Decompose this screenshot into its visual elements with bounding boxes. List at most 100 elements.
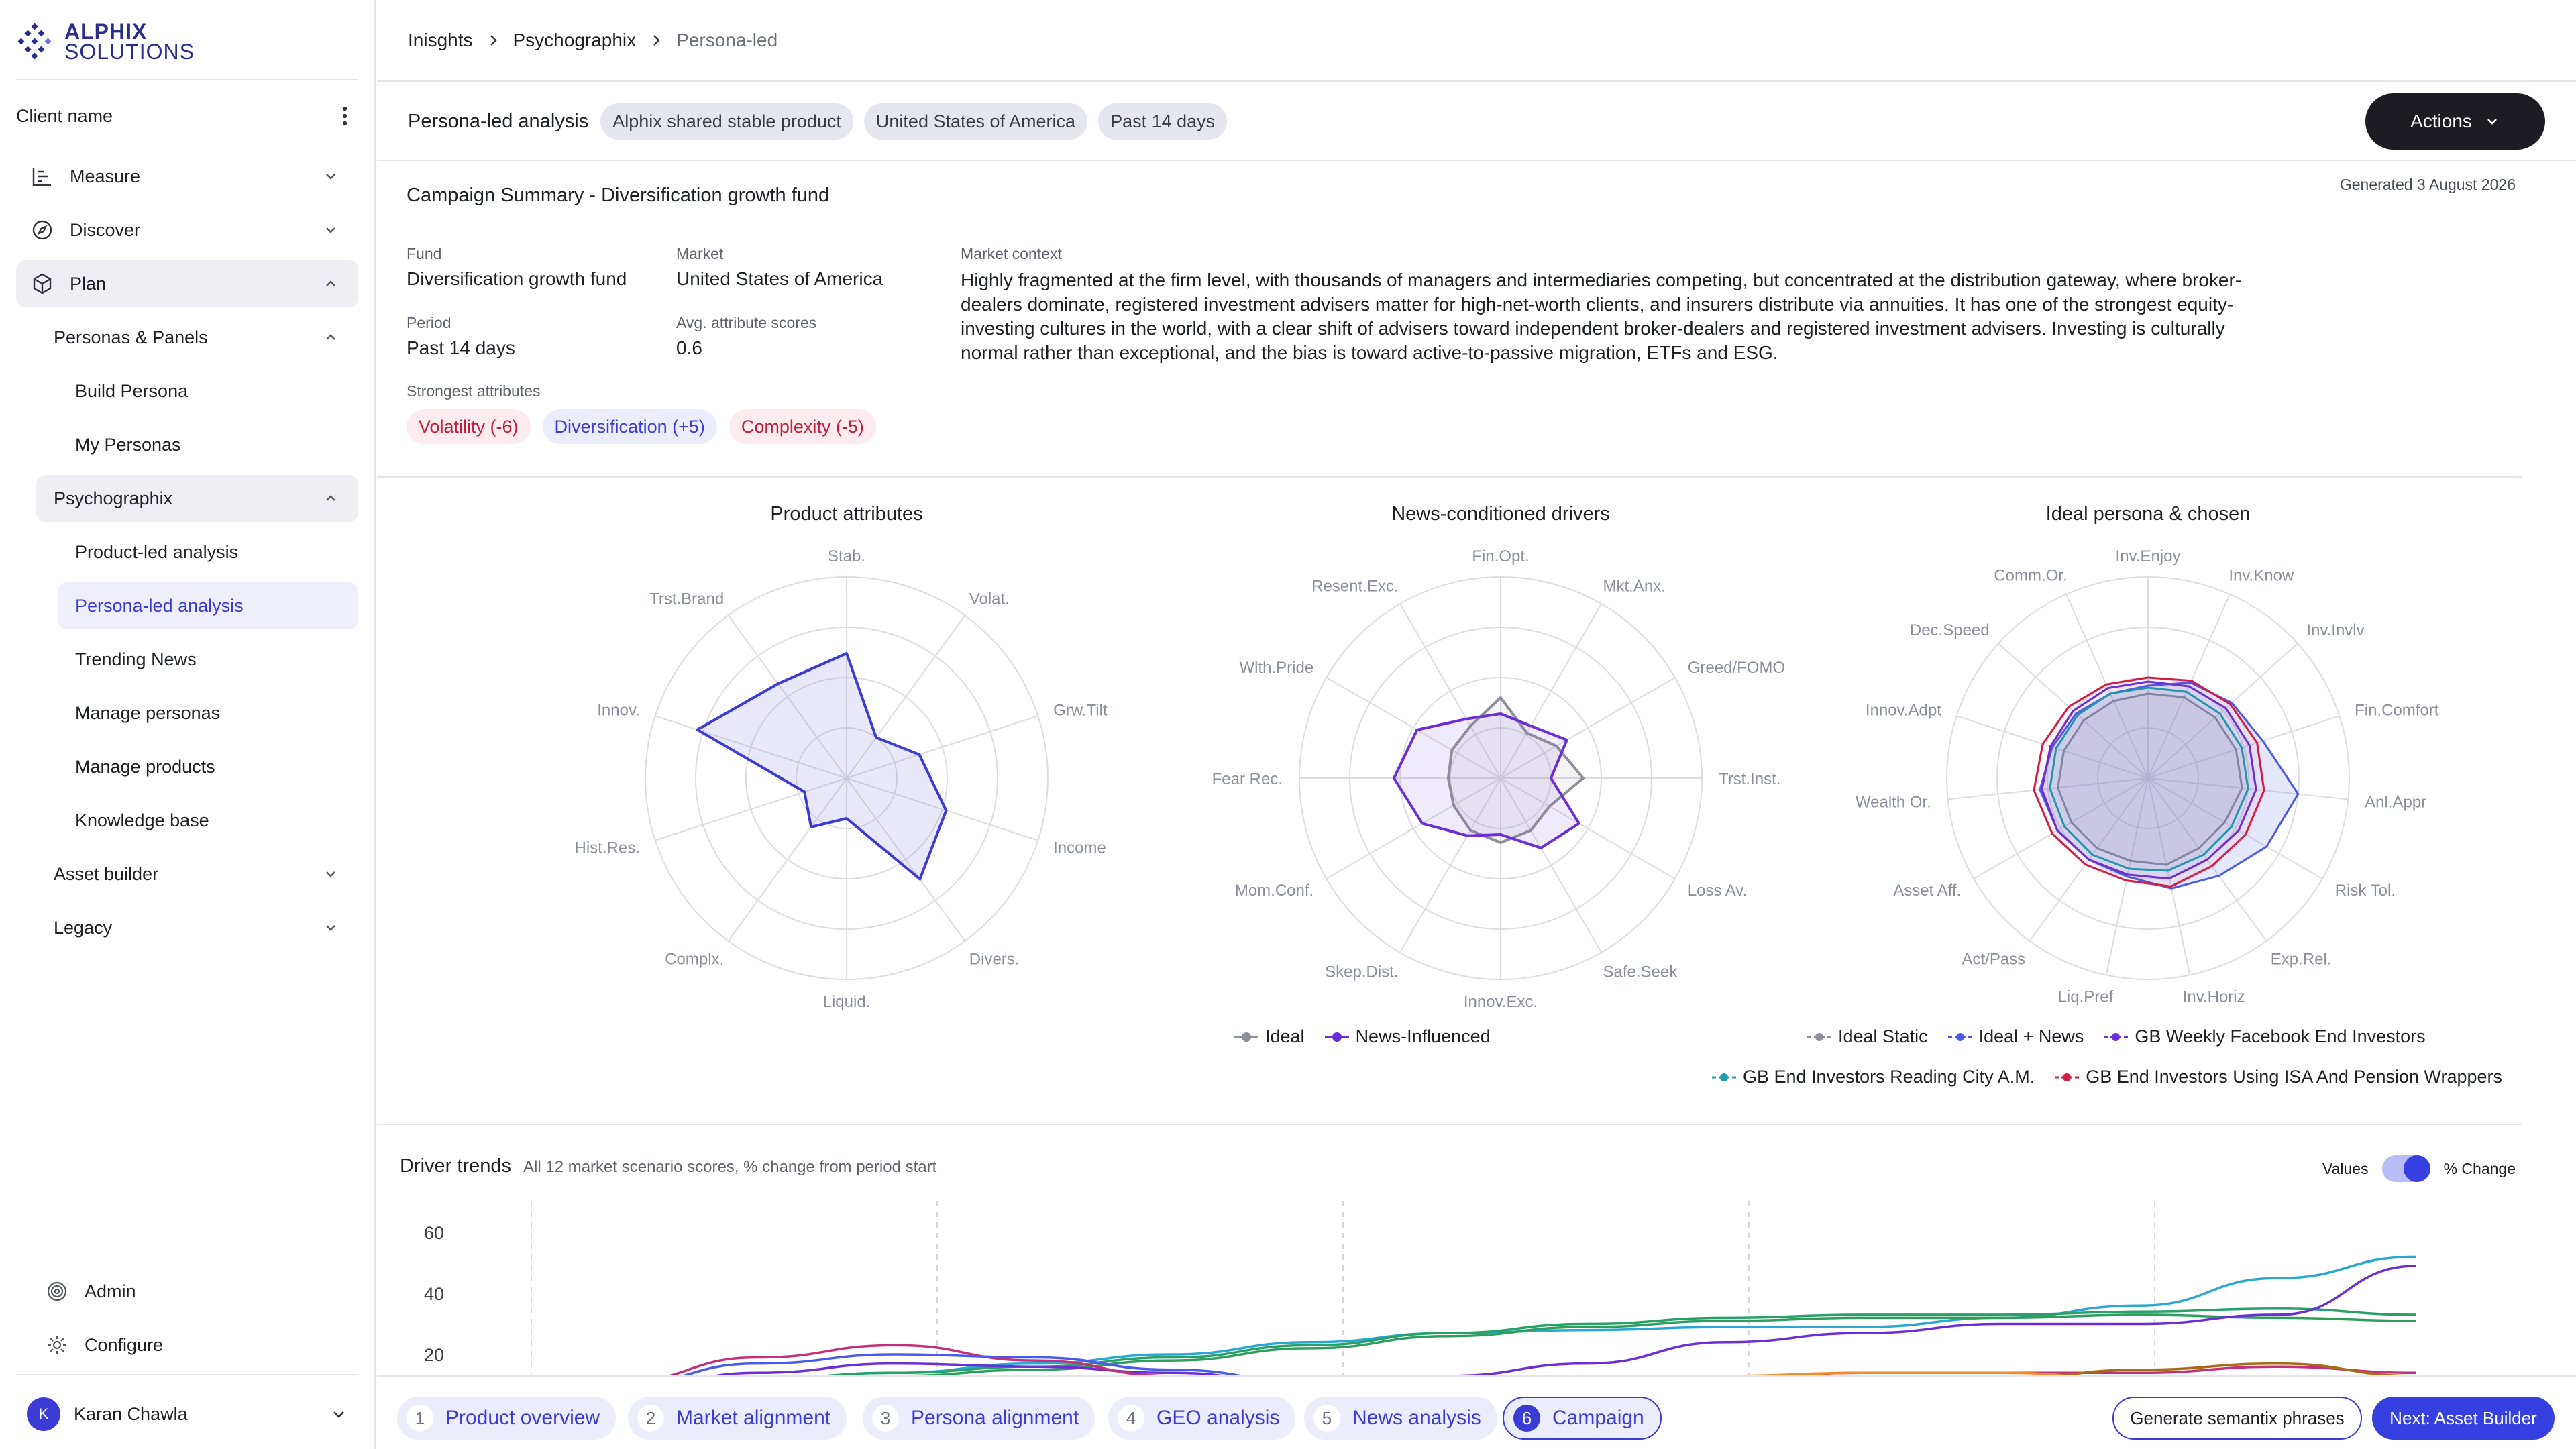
step-geo-analysis[interactable]: 4 GEO analysis [1108, 1397, 1296, 1440]
sidebar-item-label: My Personas [75, 434, 181, 455]
radar-spoke [846, 715, 1038, 779]
trend-series-0 [724, 1255, 2417, 1379]
radar-spoke [1947, 777, 2149, 800]
trend-series-5 [668, 1353, 1268, 1379]
radar-grid [645, 576, 1049, 980]
legend-item-ideal-news[interactable]: Ideal + News [1947, 1026, 2084, 1047]
filter-chip-market[interactable]: United States of America [863, 103, 1088, 140]
avatar: K [27, 1397, 60, 1431]
radar-spoke [1326, 777, 1501, 879]
radar-spoke [2147, 715, 2340, 779]
toggle-knob [2403, 1155, 2430, 1182]
radar-spoke [2147, 777, 2191, 975]
chevron-down-icon [326, 227, 335, 233]
sidebar-item-persona-led[interactable]: Persona-led analysis [58, 582, 358, 629]
sidebar-item-label: Product-led analysis [75, 541, 239, 562]
step-label: Market alignment [676, 1407, 831, 1429]
brand-logo[interactable]: ALPHIX SOLUTIONS [16, 20, 195, 63]
sidebar-item-label: Psychographix [54, 488, 173, 508]
sidebar-divider [16, 1374, 358, 1375]
legend-marker-icon [1234, 1032, 1258, 1042]
sidebar-item-configure[interactable]: Configure [16, 1322, 358, 1368]
filter-chip-product[interactable]: Alphix shared stable product [600, 103, 853, 140]
step-persona-alignment[interactable]: 3 Persona alignment [863, 1397, 1095, 1440]
sidebar-item-knowledge-base[interactable]: Knowledge base [16, 797, 358, 844]
radar-axis-label: Safe.Seek [1603, 963, 1678, 981]
radar-spoke [1500, 603, 1602, 779]
market-context-label: Market context [961, 245, 1062, 262]
sidebar-item-personas-panels[interactable]: Personas & Panels [16, 314, 358, 361]
radar-axis-label: Inv.Know [2229, 567, 2294, 585]
avg-score-field: Avg. attribute scores 0.6 [676, 314, 816, 359]
section-divider [377, 476, 2522, 478]
generate-phrases-button[interactable]: Generate semantix phrases [2112, 1397, 2362, 1440]
radar-axis-label: Income [1053, 839, 1106, 857]
radar-spoke [1500, 677, 1676, 779]
filter-chip-period[interactable]: Past 14 days [1098, 103, 1228, 140]
sidebar-item-build-persona[interactable]: Build Persona [16, 368, 358, 415]
legend-item-gb-facebook[interactable]: GB Weekly Facebook End Investors [2104, 1026, 2426, 1047]
radar-spoke [846, 614, 966, 779]
step-news-analysis[interactable]: 5 News analysis [1304, 1397, 1497, 1440]
next-asset-builder-button[interactable]: Next: Asset Builder [2372, 1397, 2555, 1440]
sidebar-item-manage-products[interactable]: Manage products [16, 743, 358, 790]
trend-series-1 [816, 1313, 2417, 1379]
actions-button[interactable]: Actions [2365, 93, 2545, 150]
sidebar-item-label: Persona-led analysis [75, 595, 244, 616]
radar-axis-label: Loss Av. [1688, 881, 1748, 900]
toggle-right-label: % Change [2443, 1159, 2516, 1177]
step-number: 1 [407, 1405, 433, 1432]
legend-label: News-Influenced [1355, 1026, 1491, 1046]
user-menu[interactable]: K Karan Chawla [27, 1394, 347, 1434]
toggle-switch[interactable] [2381, 1155, 2430, 1182]
chart-title-ideal-persona: Ideal persona & chosen [2045, 503, 2251, 525]
sidebar-item-legacy[interactable]: Legacy [16, 904, 358, 951]
legend-item-gb-isa[interactable]: GB End Investors Using ISA And Pension W… [2055, 1067, 2502, 1087]
breadcrumb-item[interactable]: Psychographix [513, 30, 637, 50]
radar-series-0 [1447, 696, 1585, 844]
sidebar-item-my-personas[interactable]: My Personas [16, 421, 358, 468]
kebab-menu-icon[interactable] [331, 103, 358, 129]
radar-spoke [846, 777, 966, 942]
attribute-chip[interactable]: Complexity (-5) [729, 409, 876, 444]
step-market-alignment[interactable]: 2 Market alignment [628, 1397, 847, 1440]
legend-item-news-influenced[interactable]: News-Influenced [1324, 1026, 1491, 1047]
attribute-chip[interactable]: Diversification (+5) [542, 409, 717, 444]
legend-item-ideal-static[interactable]: Ideal Static [1807, 1026, 1928, 1047]
step-label: GEO analysis [1157, 1407, 1280, 1429]
sidebar-item-asset-builder[interactable]: Asset builder [16, 851, 358, 898]
actions-label: Actions [2410, 111, 2472, 131]
toggle-left-label: Values [2322, 1159, 2369, 1177]
sidebar-divider [16, 79, 358, 80]
radar-spoke [1326, 677, 1501, 779]
legend-item-gb-city-am[interactable]: GB End Investors Reading City A.M. [1712, 1067, 2035, 1087]
step-product-overview[interactable]: 1 Product overview [397, 1397, 616, 1440]
sidebar-item-product-led[interactable]: Product-led analysis [16, 529, 358, 576]
sidebar-item-discover[interactable]: Discover [16, 207, 358, 254]
fund-label: Fund [407, 245, 442, 262]
sidebar-item-psychographix[interactable]: Psychographix [36, 475, 358, 522]
radar-series-1 [1393, 712, 1580, 849]
chevron-down-icon [326, 174, 335, 180]
radar-axis-label: Inv.Enjoy [2116, 547, 2181, 566]
client-selector[interactable]: Client name [16, 101, 358, 131]
step-campaign[interactable]: 6 Campaign [1503, 1397, 1662, 1440]
attribute-chip[interactable]: Volatility (-6) [407, 409, 531, 444]
radar-axis-label: Anl.Appr [2365, 794, 2426, 812]
radar-axis-label: Greed/FOMO [1688, 659, 1785, 677]
radar-axis-label: Wealth Or. [1856, 794, 1931, 812]
sidebar: ALPHIX SOLUTIONS Client name Measure Dis… [0, 0, 376, 1449]
chart-title-product-attributes: Product attributes [770, 503, 923, 525]
sidebar-item-plan[interactable]: Plan [16, 260, 358, 307]
sidebar-item-trending-news[interactable]: Trending News [16, 636, 358, 683]
sidebar-item-manage-personas[interactable]: Manage personas [16, 690, 358, 737]
legend-item-ideal[interactable]: Ideal [1234, 1026, 1305, 1047]
header-divider [377, 80, 2576, 82]
chart-bars-icon [32, 168, 51, 186]
sidebar-item-label: Legacy [54, 917, 113, 938]
radar-spoke [2147, 777, 2323, 879]
breadcrumb-item[interactable]: Inisghts [408, 30, 473, 50]
sidebar-item-measure[interactable]: Measure [16, 153, 358, 200]
brand-tagline: SOLUTIONS [64, 40, 195, 64]
sidebar-item-admin[interactable]: Admin [16, 1268, 358, 1315]
